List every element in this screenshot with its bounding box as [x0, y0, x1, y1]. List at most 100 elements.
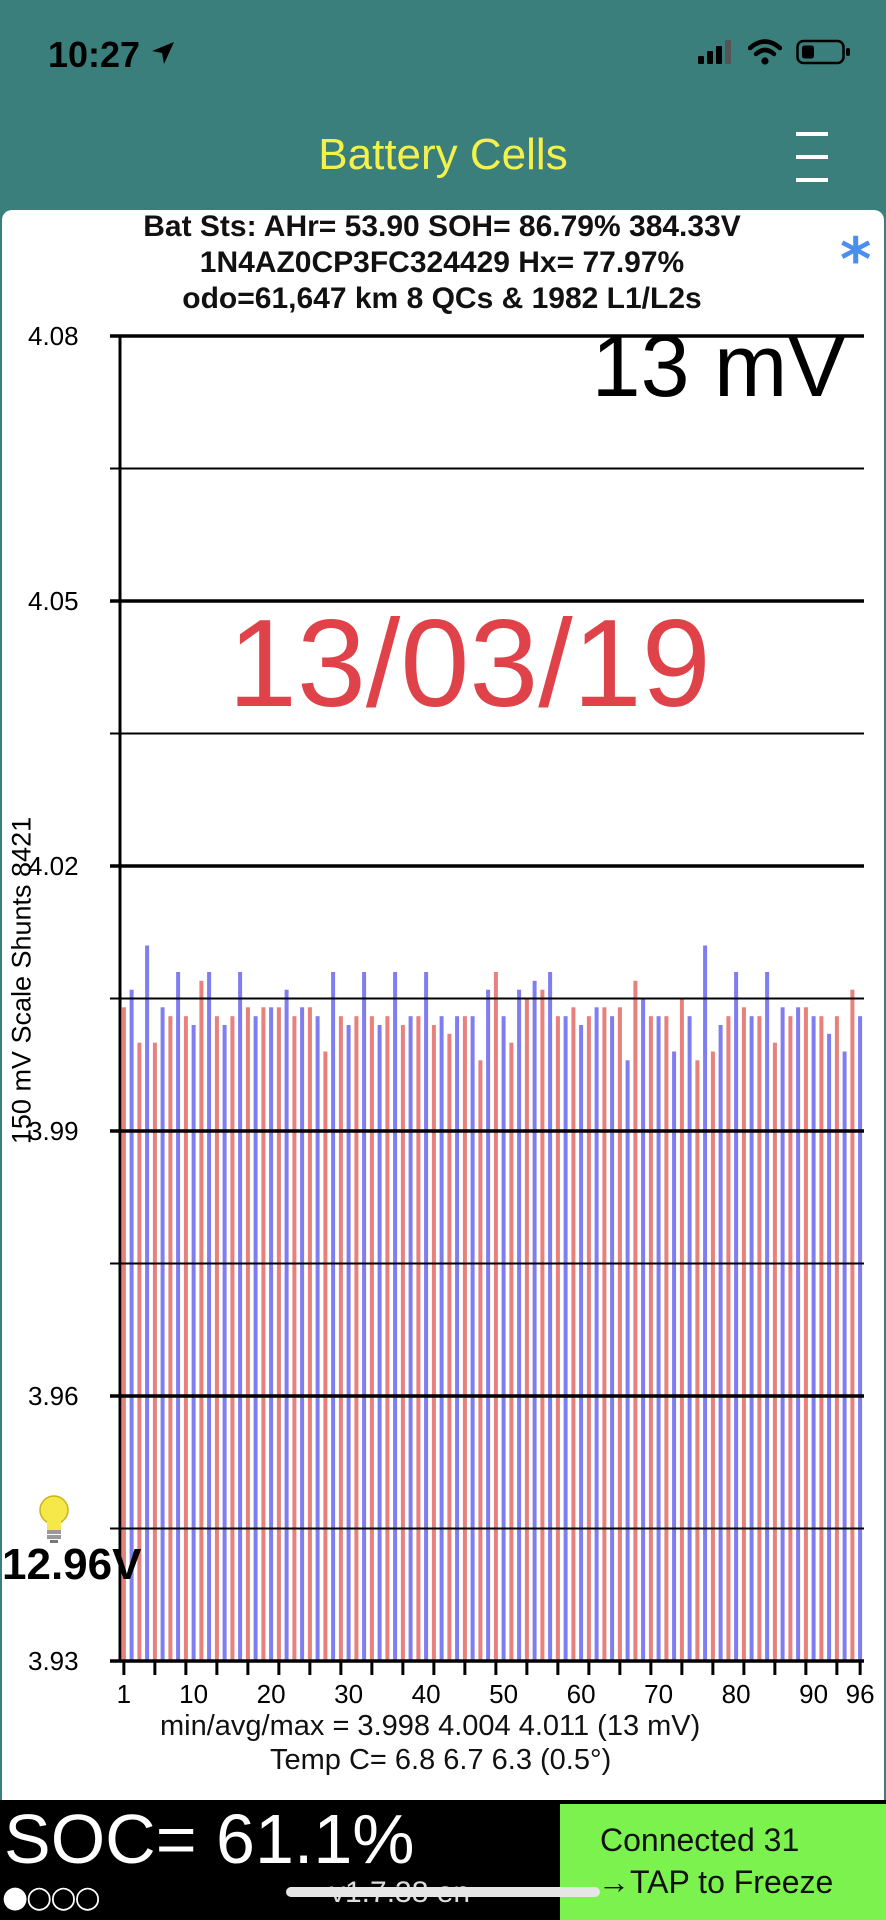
- cell-bar-85: [772, 1042, 777, 1661]
- cell-bar-58: [563, 1016, 568, 1661]
- cell-bar-54: [532, 980, 537, 1661]
- cell-bar-67: [633, 980, 638, 1661]
- bluetooth-asterisk-icon[interactable]: *: [840, 225, 872, 295]
- x-tick-label: 96: [846, 1679, 875, 1709]
- cell-bar-29: [338, 1016, 343, 1661]
- cell-bar-6: [160, 1007, 165, 1661]
- cell-bar-94: [842, 1051, 847, 1661]
- cell-bar-15: [230, 1016, 235, 1661]
- cell-bar-72: [672, 1051, 677, 1661]
- x-tick-label: 30: [334, 1679, 363, 1709]
- page-title: Battery Cells: [318, 130, 568, 179]
- x-tick-label: 40: [412, 1679, 441, 1709]
- cell-bar-64: [610, 1016, 615, 1661]
- x-tick-label: 20: [257, 1679, 286, 1709]
- cell-bar-5: [152, 1042, 157, 1661]
- cell-bar-82: [749, 1016, 754, 1661]
- cell-bar-22: [284, 989, 289, 1661]
- x-tick-label: 1: [117, 1679, 131, 1709]
- cell-bar-59: [571, 1007, 576, 1661]
- cell-bar-3: [137, 1042, 142, 1661]
- cell-bar-88: [796, 1007, 801, 1661]
- cell-bar-48: [486, 989, 491, 1661]
- battery-status-line: Bat Sts: AHr= 53.90 SOH= 86.79% 384.33V: [143, 210, 741, 243]
- cell-bar-76: [703, 945, 708, 1661]
- location-arrow-icon: [152, 42, 174, 64]
- cell-bar-71: [664, 1016, 669, 1661]
- cell-bar-78: [718, 1025, 723, 1661]
- cell-bar-51: [509, 1042, 514, 1661]
- tap-to-freeze-label: →TAP to Freeze: [598, 1864, 834, 1900]
- cell-bar-14: [222, 1025, 227, 1661]
- cell-bar-84: [765, 972, 770, 1661]
- cell-bar-55: [540, 989, 545, 1661]
- cell-bar-28: [331, 972, 336, 1661]
- cell-bar-89: [803, 1007, 808, 1661]
- x-tick-label: 10: [179, 1679, 208, 1709]
- cell-bar-44: [455, 1016, 460, 1661]
- home-indicator[interactable]: [286, 1887, 600, 1897]
- status-bar: 10:27: [0, 0, 886, 110]
- cell-bar-18: [253, 1016, 258, 1661]
- cell-bar-95: [850, 989, 855, 1661]
- connect-freeze-button[interactable]: Connected 31 →TAP to Freeze: [560, 1804, 886, 1920]
- cell-bar-4: [145, 945, 150, 1661]
- battery-icon: [796, 39, 850, 65]
- x-tick-label: 80: [722, 1679, 751, 1709]
- cell-bar-30: [346, 1025, 351, 1661]
- odometer-line: odo=61,647 km 8 QCs & 1982 L1/L2s: [182, 282, 702, 315]
- cell-bar-16: [238, 972, 243, 1661]
- cell-bar-66: [625, 1060, 630, 1661]
- wifi-icon: [748, 39, 782, 65]
- cell-bar-65: [617, 1007, 622, 1661]
- cell-bar-39: [416, 1016, 421, 1661]
- cell-bar-93: [834, 1016, 839, 1661]
- cell-bar-96: [858, 1016, 863, 1661]
- min-avg-max-readout: min/avg/max = 3.998 4.004 4.011 (13 mV): [160, 1710, 701, 1742]
- y-tick-label: 4.05: [28, 586, 79, 616]
- date-stamp: 13/03/19: [228, 595, 711, 733]
- x-tick-label: 70: [644, 1679, 673, 1709]
- hamburger-icon[interactable]: [792, 126, 832, 186]
- cell-bar-46: [470, 1016, 475, 1661]
- cell-bar-32: [362, 972, 367, 1661]
- lightbulb-icon[interactable]: [36, 1494, 72, 1544]
- cell-bar-7: [168, 1016, 173, 1661]
- cell-bar-80: [734, 972, 739, 1661]
- cell-bar-24: [300, 1007, 305, 1661]
- cell-bar-75: [695, 1060, 700, 1661]
- cell-bar-57: [555, 1016, 560, 1661]
- cell-bar-40: [424, 972, 429, 1661]
- cell-bar-27: [323, 1051, 328, 1661]
- cell-bar-91: [819, 1016, 824, 1661]
- y-tick-label: 4.02: [28, 851, 79, 881]
- cell-bar-92: [827, 1033, 832, 1661]
- cell-bar-26: [315, 1016, 320, 1661]
- page-indicator-dots[interactable]: ●○○○: [2, 1880, 101, 1915]
- connect-status-label: Connected 31: [600, 1822, 800, 1858]
- cell-bar-52: [517, 989, 522, 1661]
- cell-bar-87: [788, 1016, 793, 1661]
- cell-bar-38: [408, 1016, 413, 1661]
- status-time: 10:27: [48, 34, 141, 75]
- cell-bar-35: [385, 1016, 390, 1661]
- y-tick-label: 3.99: [28, 1116, 79, 1146]
- y-axis-title: 150 mV Scale Shunts 8421: [6, 816, 37, 1145]
- x-tick-label: 90: [799, 1679, 828, 1709]
- cell-bar-8: [176, 972, 181, 1661]
- cell-bar-60: [579, 1025, 584, 1661]
- cell-bar-33: [369, 1016, 374, 1661]
- cell-bar-61: [586, 1016, 591, 1661]
- battery-cells-panel[interactable]: Bat Sts: AHr= 53.90 SOH= 86.79% 384.33V …: [2, 210, 884, 1800]
- cell-bar-73: [679, 998, 684, 1661]
- cell-bar-47: [478, 1060, 483, 1661]
- cell-bar-19: [261, 1007, 266, 1661]
- cell-bar-81: [741, 1007, 746, 1661]
- cell-bar-31: [354, 1016, 359, 1661]
- cell-bar-50: [501, 1016, 506, 1661]
- y-tick-label: 4.08: [28, 321, 79, 351]
- cell-bar-62: [594, 1007, 599, 1661]
- cell-bar-13: [214, 1016, 219, 1661]
- cell-bar-20: [269, 1007, 274, 1661]
- cell-bar-74: [687, 1016, 692, 1661]
